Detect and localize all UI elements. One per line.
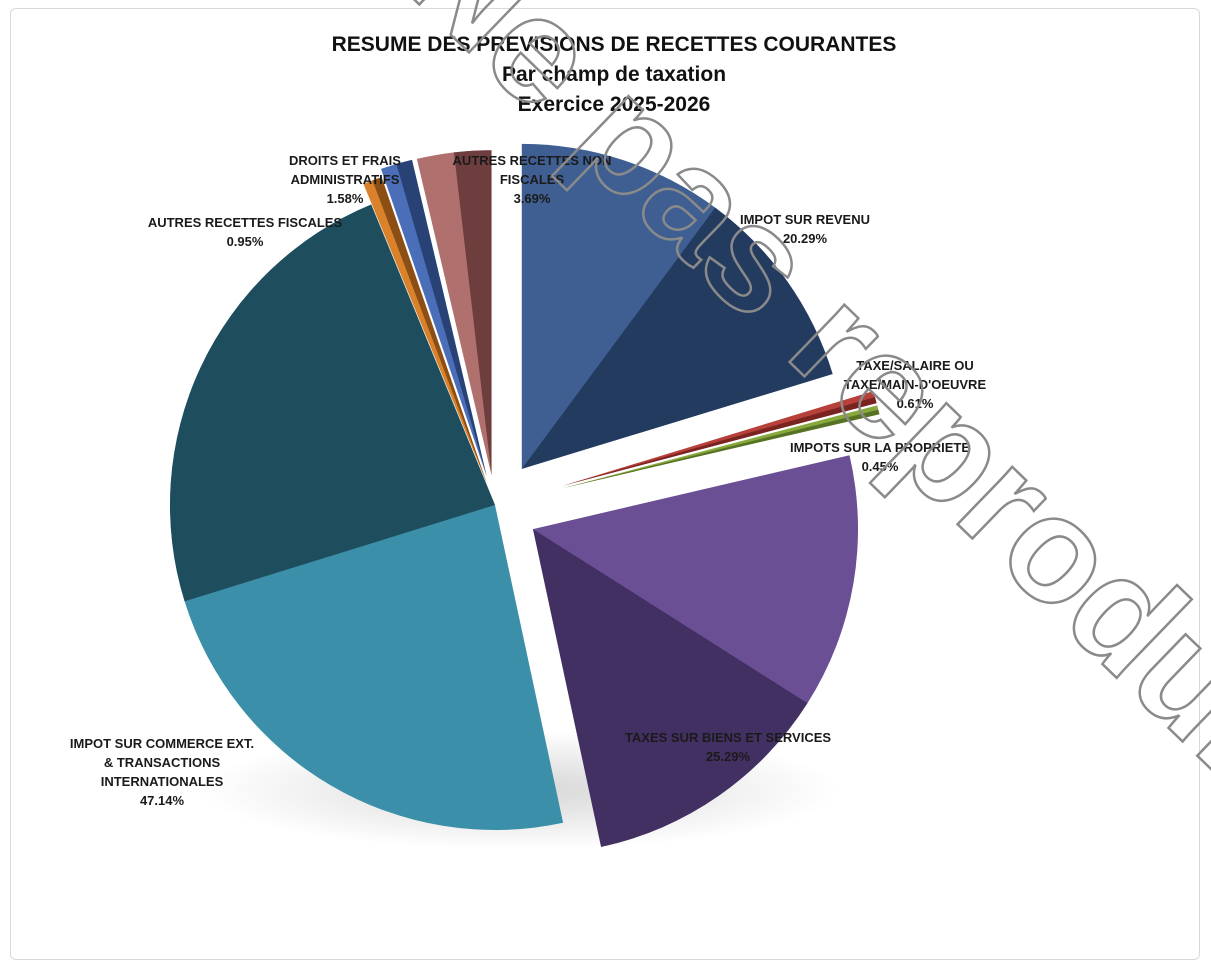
pie-slice [363, 177, 488, 485]
labels-layer: IMPOT SUR REVENU 20.29%TAXE/SALAIRE OU TAX… [70, 153, 987, 808]
slice-value-label: 20.29% [783, 231, 828, 246]
pie-slice-shade [372, 177, 488, 485]
slice-name-label: IMPOTS SUR LA PROPRIETE [790, 440, 970, 455]
slice-label: IMPOTS SUR LA PROPRIETE 0.45% [790, 440, 970, 474]
pie-slice-shade [453, 150, 492, 476]
slice-label: AUTRES RECETTES NON FISCALES 3.69% [453, 153, 612, 206]
slices-layer [170, 143, 880, 847]
slice-name-label: TAXES SUR BIENS ET SERVICES [625, 730, 831, 745]
slice-label: TAXE/SALAIRE OU TAXE/MAIN-D'OEUVRE 0.61% [844, 358, 987, 411]
pie-slice-face [381, 159, 487, 477]
pie-slice [533, 455, 859, 847]
chart-subtitle-year: Exercice 2025-2026 [518, 93, 711, 116]
slice-name-label: TAXE/SALAIRE OU [856, 358, 974, 373]
pie-slice [521, 143, 833, 469]
pie-slice-face [562, 405, 880, 489]
chart-subtitle: Par champ de taxation [502, 63, 726, 86]
pie-slice-face [363, 177, 488, 485]
pie-slice-shade [533, 529, 808, 847]
slice-name-label: IMPOT SUR COMMERCE EXT. [70, 736, 254, 751]
slice-value-label: 1.58% [327, 191, 364, 206]
slice-label: IMPOT SUR COMMERCE EXT. & TRANSACTIONS INT… [70, 736, 254, 808]
slice-name-label: TAXE/MAIN-D'OEUVRE [844, 377, 987, 392]
slice-value-label: 47.14% [140, 793, 185, 808]
slice-name-label: FISCALES [500, 172, 565, 187]
slice-value-label: 0.61% [897, 396, 934, 411]
slice-name-label: AUTRES RECETTES FISCALES [148, 215, 343, 230]
chart-frame [10, 8, 1200, 960]
pie-slice [562, 391, 877, 486]
slice-value-label: 0.45% [862, 459, 899, 474]
slice-value-label: 25.29% [706, 749, 751, 764]
slice-value-label: 0.95% [227, 234, 264, 249]
slice-name-label: IMPOT SUR REVENU [740, 212, 870, 227]
pie-slice [416, 150, 492, 476]
pie-slice [170, 204, 564, 830]
slice-name-label: AUTRES RECETTES NON [453, 153, 612, 168]
pie-slice [562, 405, 880, 489]
chart-title: RESUME DES PREVISIONS DE RECETTES COURAN… [332, 33, 897, 56]
slice-name-label: DROITS ET FRAIS [289, 153, 401, 168]
slice-value-label: 3.69% [514, 191, 551, 206]
slice-label: DROITS ET FRAIS ADMINISTRATIFS 1.58% [289, 153, 401, 206]
pie-slice-shade [170, 204, 496, 602]
pie-slice-shade [396, 159, 487, 477]
slice-label: AUTRES RECETTES FISCALES 0.95% [148, 215, 343, 249]
pie-slice-shade [562, 397, 877, 486]
pie-slice-shade [521, 207, 833, 469]
pie-slice-shade [562, 409, 880, 489]
slice-name-label: & TRANSACTIONS [104, 755, 221, 770]
pie-slice-face [562, 391, 877, 486]
slice-name-label: ADMINISTRATIFS [291, 172, 400, 187]
slice-label: IMPOT SUR REVENU 20.29% [740, 212, 870, 246]
pie-slice [381, 159, 487, 477]
slice-label: TAXES SUR BIENS ET SERVICES 25.29% [625, 730, 831, 764]
slice-name-label: INTERNATIONALES [101, 774, 224, 789]
